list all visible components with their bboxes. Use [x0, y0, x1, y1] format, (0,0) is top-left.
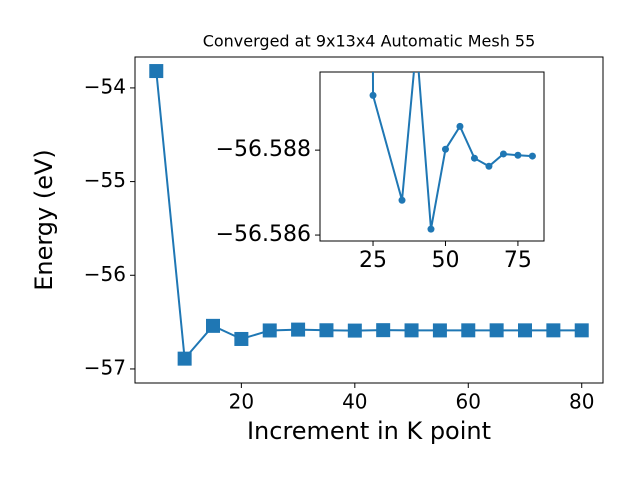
marker	[432, 323, 447, 338]
marker	[518, 323, 532, 338]
marker	[499, 150, 507, 158]
marker	[177, 351, 192, 366]
y-tick-label: −57	[84, 355, 126, 379]
marker	[441, 145, 449, 153]
x-tick-label: 25	[359, 248, 387, 273]
marker	[456, 122, 464, 130]
marker	[398, 196, 406, 204]
y-tick-label: −55	[84, 168, 126, 192]
y-tick-label: −56.588	[216, 137, 311, 162]
marker	[489, 323, 504, 338]
marker	[234, 331, 249, 346]
marker	[470, 154, 478, 162]
marker	[485, 162, 493, 170]
marker	[262, 323, 277, 338]
marker	[291, 322, 306, 337]
y-tick-label: −54	[84, 74, 126, 98]
marker	[461, 323, 476, 338]
x-axis-label: Increment in K point	[247, 417, 491, 445]
series-group	[369, 72, 536, 233]
y-tick-label: −56	[84, 262, 126, 286]
y-tick-label: −56.586	[216, 222, 311, 247]
marker	[347, 323, 362, 338]
x-tick-label: 50	[431, 248, 459, 273]
marker	[574, 323, 589, 338]
marker	[404, 323, 419, 338]
x-tick-label: 20	[229, 390, 254, 414]
marker	[528, 152, 536, 160]
marker	[376, 323, 391, 338]
marker	[427, 225, 435, 233]
x-tick-label: 80	[569, 390, 594, 414]
y-axis-label: Energy (eV)	[30, 149, 58, 291]
plot-area	[319, 71, 545, 242]
series-group	[149, 64, 589, 366]
line	[155, 70, 582, 362]
marker	[369, 91, 377, 99]
x-tick-label: 75	[504, 248, 532, 273]
x-tick-label: 40	[342, 390, 367, 414]
marker	[546, 323, 561, 338]
chart-title: Converged at 9x13x4 Automatic Mesh 55	[203, 32, 536, 51]
marker	[319, 323, 334, 338]
marker	[149, 64, 164, 79]
x-tick-label: 60	[456, 390, 481, 414]
marker	[206, 318, 220, 333]
marker	[514, 151, 522, 159]
